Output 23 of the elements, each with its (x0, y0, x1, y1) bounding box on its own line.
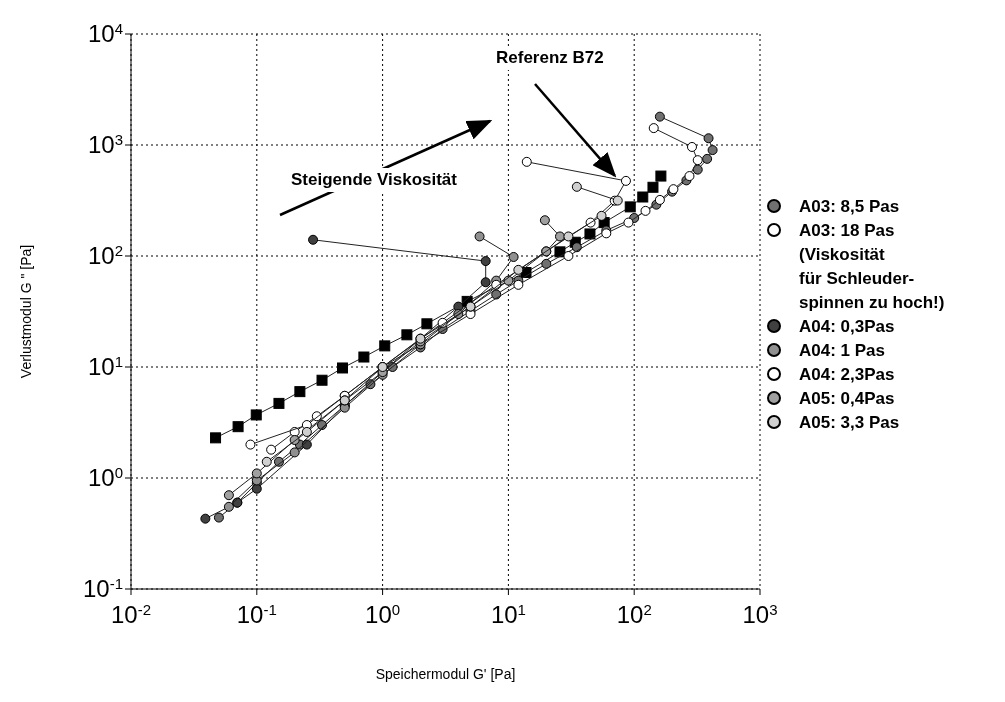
legend-label: A04: 1 Pas (799, 340, 885, 362)
x-axis-title: Speichermodul G' [Pa] (375, 666, 516, 682)
legend-label: A03: 8,5 Pas (799, 196, 900, 218)
y-tick-label: 10$^{-1}$ (82, 574, 123, 602)
legend-label: A04: 0,3Pas (799, 316, 895, 338)
y-tick-label: 10$^{3}$ (87, 130, 123, 158)
y-tick-label: 10$^{1}$ (87, 352, 123, 380)
x-tick-label: 10$^{2}$ (616, 600, 652, 628)
y-tick-label: 10$^{0}$ (87, 463, 123, 491)
y-axis-title: Verlustmodul G " [Pa] (17, 244, 34, 379)
x-tick-label: 10$^{-1}$ (236, 600, 277, 628)
legend-label: A05: 0,4Pas (799, 388, 895, 410)
x-tick-label: 10$^{0}$ (365, 600, 401, 628)
x-tick-label: 10$^{1}$ (490, 600, 526, 628)
legend-label: A04: 2,3Pas (799, 364, 895, 386)
x-tick-label: 10$^{3}$ (742, 600, 778, 628)
legend-label: A05: 3,3 Pas (799, 412, 900, 434)
x-tick-label: 10$^{-2}$ (110, 600, 152, 628)
y-tick-label: 10$^{4}$ (87, 19, 123, 47)
annotation: Steigende Viskosität (285, 168, 463, 192)
legend-label: A03: 18 Pas (Viskosität für Schleuder- spinnen zu hoch!) (799, 220, 945, 314)
annotation: Referenz B72 (490, 46, 610, 70)
y-tick-label: 10$^{2}$ (87, 241, 123, 269)
